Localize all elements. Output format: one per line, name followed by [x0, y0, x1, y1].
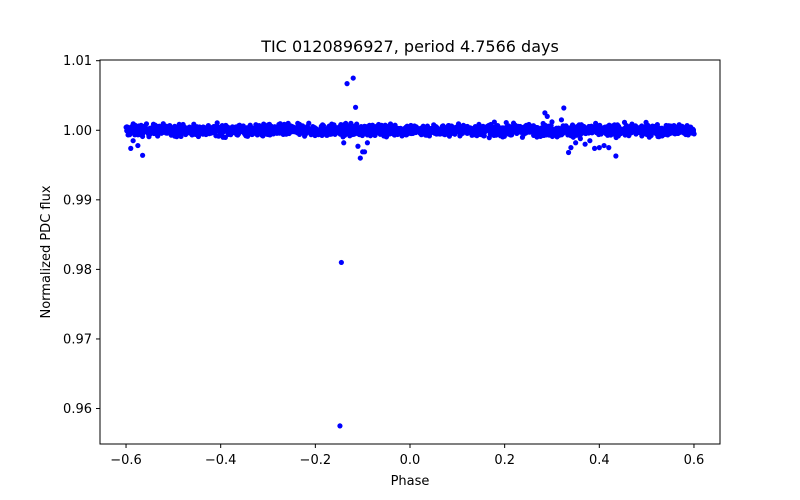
data-point: [337, 423, 343, 429]
scatter-points: [123, 75, 697, 429]
data-point: [565, 149, 572, 156]
plot-frame: [99, 59, 721, 445]
data-point: [261, 121, 267, 127]
x-tick-label: 0.6: [684, 453, 705, 468]
data-point: [577, 136, 583, 142]
data-point: [582, 141, 588, 147]
data-point: [357, 155, 363, 161]
data-point: [544, 113, 550, 119]
data-point: [155, 133, 161, 139]
y-tick-label: 1.01: [63, 54, 92, 69]
data-point: [591, 145, 598, 151]
data-point: [306, 120, 312, 126]
data-point: [355, 143, 361, 149]
data-point: [587, 138, 593, 144]
y-axis-ticks: 0.96 0.97 0.98 0.99 1.00 1.01: [63, 54, 100, 417]
data-point: [570, 134, 576, 140]
data-point: [361, 149, 368, 155]
y-tick-label: 1.00: [63, 124, 92, 139]
data-point: [367, 131, 373, 137]
data-point: [613, 153, 619, 159]
x-tick-label: 0.4: [589, 453, 610, 468]
data-point: [558, 117, 565, 123]
data-point: [354, 121, 360, 127]
y-tick-label: 0.97: [63, 332, 92, 347]
data-point: [352, 104, 359, 110]
y-tick-label: 0.98: [63, 263, 92, 278]
x-axis-ticks: −0.6 −0.4 −0.2 0.0 0.2 0.4 0.6: [110, 444, 704, 468]
data-point: [364, 140, 370, 146]
x-tick-label: −0.2: [300, 453, 332, 468]
data-point: [350, 75, 356, 81]
x-tick-label: 0.2: [494, 453, 515, 468]
data-point: [128, 145, 134, 151]
data-point: [348, 120, 354, 126]
data-point: [491, 119, 497, 125]
data-point: [214, 120, 220, 126]
data-point: [338, 259, 344, 266]
data-point: [573, 140, 579, 146]
data-point: [596, 145, 602, 151]
x-tick-label: −0.4: [205, 453, 237, 468]
data-point: [344, 81, 350, 87]
data-point: [260, 133, 266, 139]
y-tick-label: 0.96: [63, 402, 92, 417]
data-point: [320, 123, 327, 129]
data-point: [348, 131, 354, 138]
data-point: [561, 105, 567, 111]
data-point: [601, 142, 607, 149]
chart-title: TIC 0120896927, period 4.7566 days: [260, 37, 559, 56]
y-axis-label: Normalized PDC flux: [39, 185, 54, 318]
y-tick-label: 0.99: [63, 193, 92, 208]
data-point: [341, 140, 347, 146]
data-point: [135, 142, 141, 149]
data-point: [130, 138, 136, 144]
data-point: [690, 127, 697, 133]
data-point: [568, 145, 574, 151]
data-point: [691, 131, 697, 137]
x-tick-label: −0.6: [110, 453, 142, 468]
x-tick-label: 0.0: [400, 453, 421, 468]
data-point: [549, 119, 555, 125]
data-point: [140, 152, 146, 158]
data-point: [606, 145, 612, 151]
data-point: [143, 121, 150, 127]
x-axis-label: Phase: [391, 474, 430, 489]
